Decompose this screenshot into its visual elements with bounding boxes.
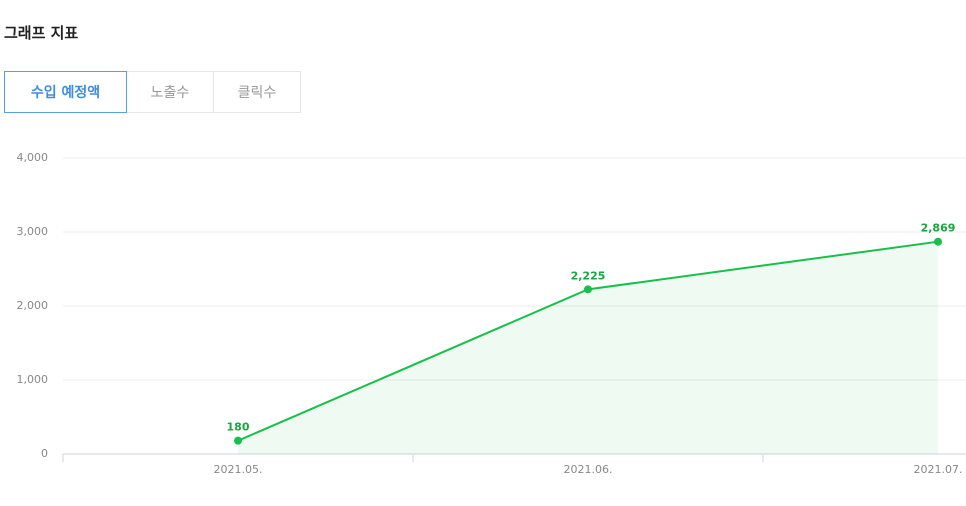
tab[interactable]: 클릭수 <box>213 71 301 113</box>
y-tick-label: 4,000 <box>17 151 49 164</box>
area <box>238 241 938 454</box>
value-label: 2,869 <box>921 222 956 235</box>
section-title: 그래프 지표 <box>4 24 79 42</box>
point <box>584 285 592 294</box>
x-tick-label: 2021.07. <box>914 463 963 476</box>
y-tick-label: 1,000 <box>17 373 49 386</box>
value-label: 180 <box>227 421 250 434</box>
y-tick-label: 2,000 <box>17 299 49 312</box>
x-tick-label: 2021.06. <box>564 463 613 476</box>
point <box>234 436 242 445</box>
tab[interactable]: 수입 예정액 <box>4 71 127 113</box>
y-tick-label: 0 <box>41 447 48 460</box>
x-tick-label: 2021.05. <box>214 463 263 476</box>
y-tick-label: 3,000 <box>17 225 49 238</box>
point <box>934 237 942 246</box>
value-label: 2,225 <box>571 269 606 282</box>
